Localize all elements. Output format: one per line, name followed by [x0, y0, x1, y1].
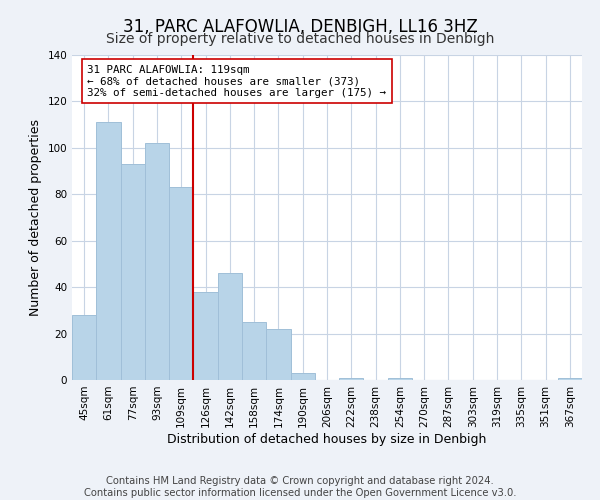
Bar	[558, 378, 582, 380]
Bar	[218, 273, 242, 380]
Bar	[266, 329, 290, 380]
Bar	[388, 378, 412, 380]
Bar	[290, 373, 315, 380]
X-axis label: Distribution of detached houses by size in Denbigh: Distribution of detached houses by size …	[167, 432, 487, 446]
Y-axis label: Number of detached properties: Number of detached properties	[29, 119, 42, 316]
Bar	[339, 378, 364, 380]
Text: 31 PARC ALAFOWLIA: 119sqm
← 68% of detached houses are smaller (373)
32% of semi: 31 PARC ALAFOWLIA: 119sqm ← 68% of detac…	[88, 64, 386, 98]
Bar	[121, 164, 145, 380]
Bar	[169, 188, 193, 380]
Text: Contains HM Land Registry data © Crown copyright and database right 2024.
Contai: Contains HM Land Registry data © Crown c…	[84, 476, 516, 498]
Bar	[242, 322, 266, 380]
Bar	[145, 143, 169, 380]
Bar	[96, 122, 121, 380]
Text: 31, PARC ALAFOWLIA, DENBIGH, LL16 3HZ: 31, PARC ALAFOWLIA, DENBIGH, LL16 3HZ	[122, 18, 478, 36]
Bar	[193, 292, 218, 380]
Text: Size of property relative to detached houses in Denbigh: Size of property relative to detached ho…	[106, 32, 494, 46]
Bar	[72, 315, 96, 380]
